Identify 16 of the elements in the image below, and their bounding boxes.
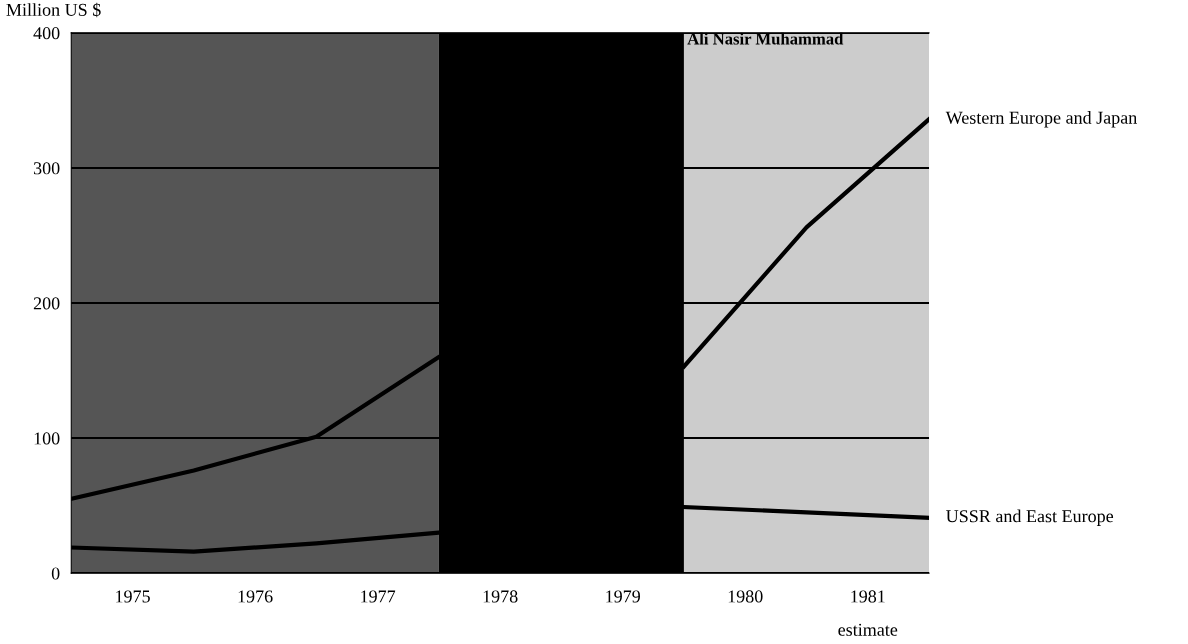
series-label: Western Europe and Japan [945,111,1137,128]
x-tick-label: 1975 [116,590,150,603]
x-tick-label: 1979 [606,590,640,603]
x-tick-label: 1976 [238,590,273,603]
series-label: USSR and East Europe [946,509,1114,526]
x-tick-label: 1977 [361,590,396,603]
y-tick-label: 200 [33,297,60,310]
x-tick-label: 1978 [483,590,518,603]
y-tick-label: 0 [51,567,60,580]
y-axis-title: Million US $ [6,2,101,18]
x-tick-label: 1981 [851,590,885,603]
y-tick-label: 300 [33,162,60,175]
y-tick-label: 400 [33,27,60,40]
x-tick-label: 1980 [728,590,763,603]
y-tick-label: 100 [34,432,60,445]
text: estimate [838,623,898,636]
